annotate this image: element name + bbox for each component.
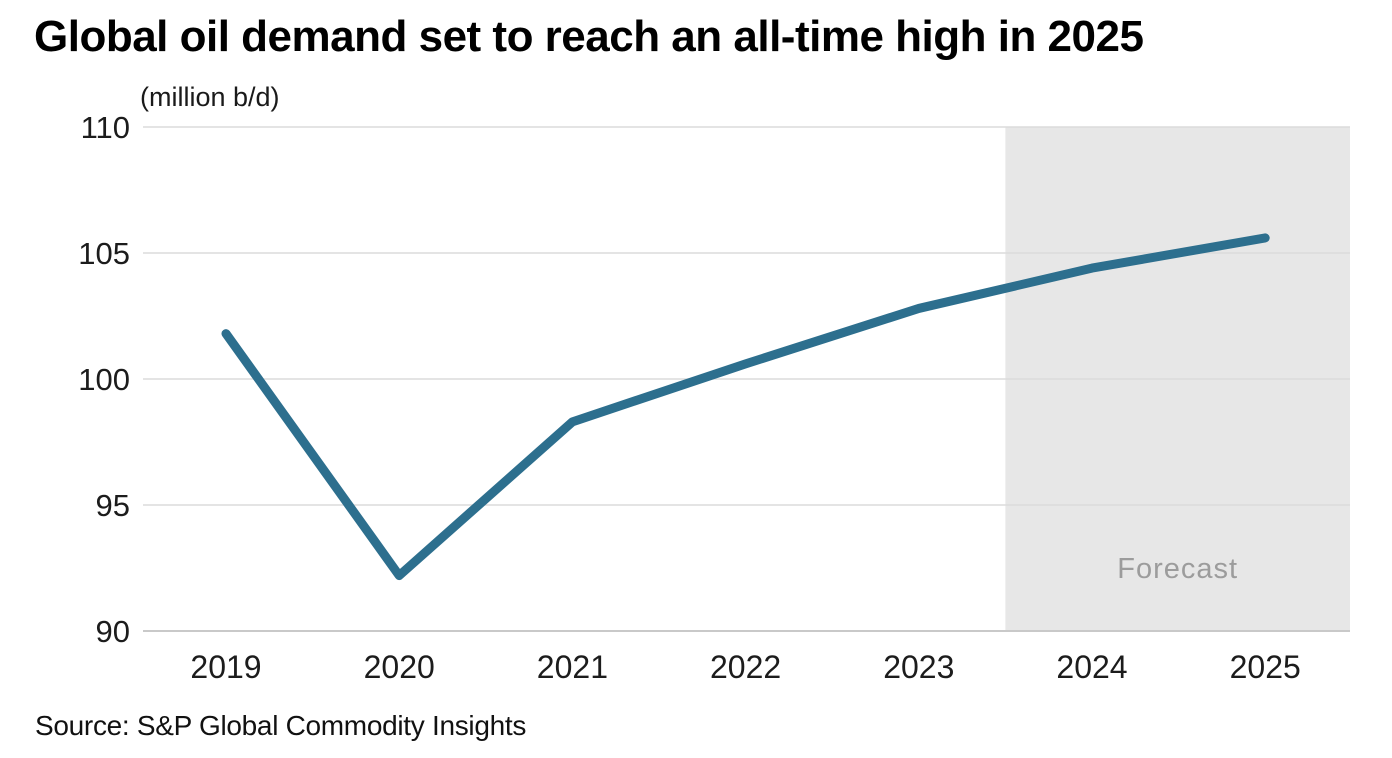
y-tick-label: 90 <box>96 614 130 649</box>
y-tick-label: 95 <box>96 488 130 523</box>
source-caption: Source: S&P Global Commodity Insights <box>35 710 527 741</box>
unit-label: (million b/d) <box>140 82 280 112</box>
x-tick-label: 2024 <box>1056 649 1127 685</box>
chart-title: Global oil demand set to reach an all-ti… <box>34 12 1144 61</box>
forecast-label: Forecast <box>1117 553 1238 585</box>
x-tick-label: 2023 <box>883 649 954 685</box>
x-tick-label: 2019 <box>190 649 261 685</box>
y-tick-label: 100 <box>78 362 130 397</box>
y-tick-label: 110 <box>81 110 130 145</box>
demand-line <box>221 233 1270 581</box>
x-tick-label: 2021 <box>537 649 608 685</box>
x-tick-label: 2020 <box>364 649 435 685</box>
x-tick-label: 2022 <box>710 649 781 685</box>
y-tick-label: 105 <box>78 236 130 271</box>
x-tick-label: 2025 <box>1230 649 1301 685</box>
